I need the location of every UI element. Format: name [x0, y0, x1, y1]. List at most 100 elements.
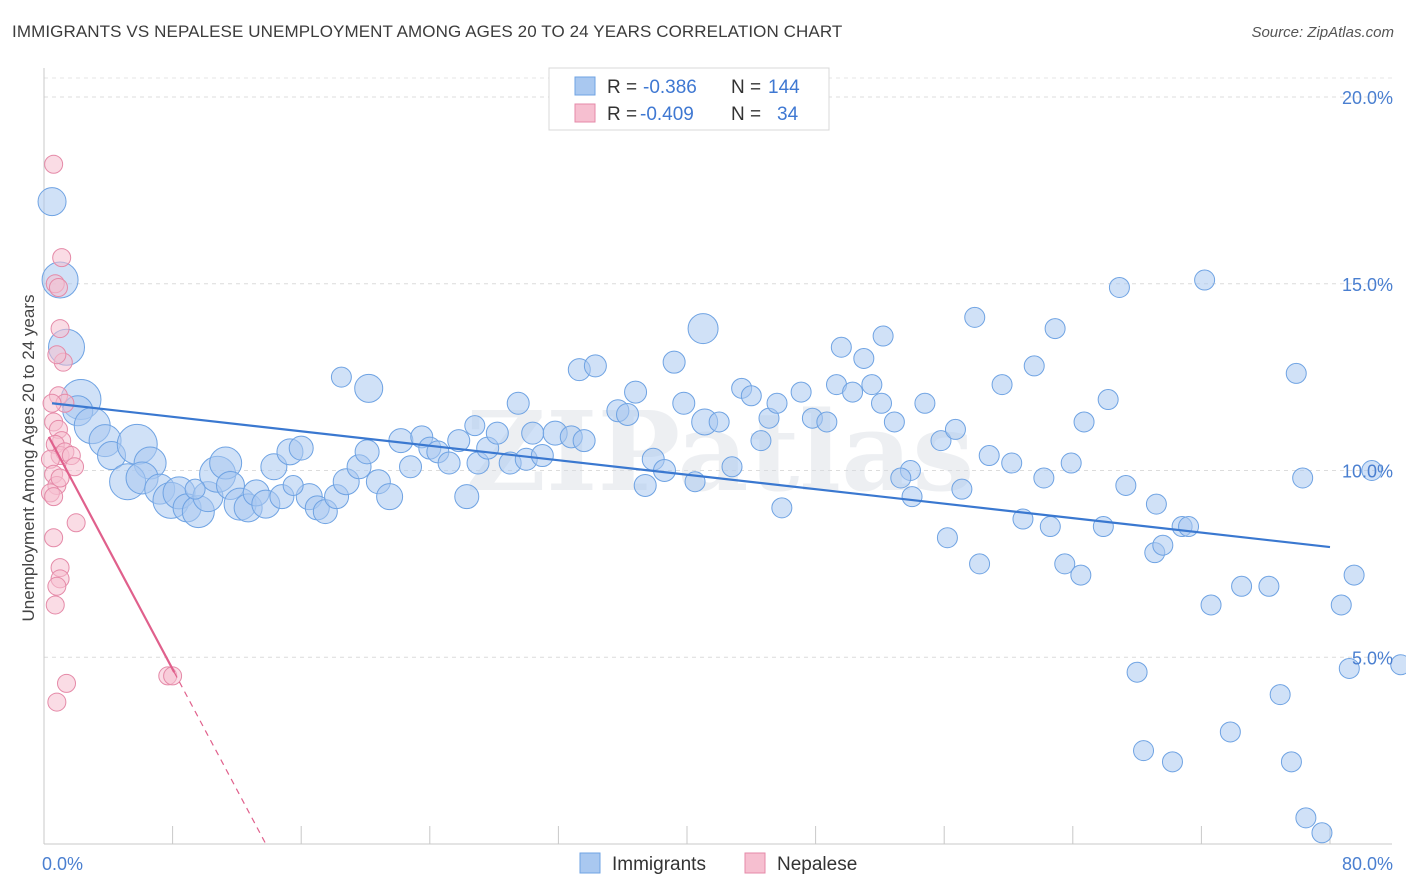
- immigrants-point-76: [766, 392, 788, 414]
- series-swatch-nepalese: [744, 852, 766, 874]
- immigrants-point-130: [1295, 807, 1317, 829]
- immigrants-point-129: [1292, 467, 1314, 489]
- y-tick-label-3: 20.0%: [1342, 88, 1393, 108]
- immigrants-point-80: [816, 411, 838, 433]
- immigrants-point-63: [633, 473, 657, 497]
- nepalese-point-25: [44, 528, 64, 548]
- immigrants-point-123: [1219, 721, 1241, 743]
- legend-swatch-nepalese: [574, 103, 596, 123]
- immigrants-point-133: [1338, 657, 1360, 679]
- immigrants-points: [37, 187, 1406, 844]
- immigrants-point-88: [883, 411, 905, 433]
- immigrants-point-120: [1178, 516, 1200, 538]
- immigrants-point-45: [447, 429, 471, 453]
- nepalese-trend-line: [47, 436, 176, 673]
- nepalese-point-4: [50, 319, 70, 339]
- immigrants-point-138: [890, 467, 912, 489]
- nepalese-point-0: [44, 154, 64, 174]
- immigrants-point-73: [740, 385, 762, 407]
- immigrants-point-51: [506, 391, 530, 415]
- immigrants-point-143: [951, 478, 973, 500]
- grid: [44, 77, 1392, 658]
- immigrants-point-90: [901, 486, 923, 508]
- immigrants-point-53: [521, 421, 545, 445]
- immigrants-point-141: [184, 478, 206, 500]
- immigrants-point-107: [1070, 564, 1092, 586]
- nepalese-point-28: [47, 576, 67, 596]
- nepalese-points: [40, 154, 183, 712]
- immigrants-point-85: [861, 374, 883, 396]
- immigrants-point-54: [530, 444, 554, 468]
- nepalese-point-6: [47, 345, 67, 365]
- immigrants-point-97: [978, 445, 1000, 467]
- trend-lines: [47, 402, 1331, 845]
- tick-labels: 5.0% 10.0% 15.0% 20.0% 0.0% 80.0%: [42, 88, 1393, 874]
- immigrants-point-121: [1194, 269, 1216, 291]
- legend-n-label-0: N =: [731, 77, 761, 98]
- y-tick-label-2: 15.0%: [1342, 275, 1393, 295]
- series-label-nepalese: Nepalese: [777, 854, 857, 875]
- immigrants-point-117: [1152, 534, 1174, 556]
- immigrants-point-110: [1097, 389, 1119, 411]
- nepalese-point-23: [44, 487, 64, 507]
- legend-r-value-0: -0.386: [643, 77, 697, 98]
- immigrants-point-106: [1060, 452, 1082, 474]
- legend-n-value-1: 34: [777, 104, 799, 125]
- immigrants-point-78: [790, 381, 812, 403]
- x-tick-label-0: 0.0%: [42, 854, 83, 874]
- immigrants-point-116: [1145, 493, 1167, 515]
- immigrants-point-87: [872, 325, 894, 347]
- immigrants-point-103: [1039, 516, 1061, 538]
- immigrants-point-105: [1054, 553, 1076, 575]
- immigrants-point-131: [1311, 822, 1333, 844]
- immigrants-point-28: [288, 435, 314, 461]
- immigrants-point-136: [1390, 654, 1406, 676]
- immigrants-point-82: [830, 336, 852, 358]
- nepalese-point-21: [50, 468, 70, 488]
- series-swatch-immigrants: [579, 852, 601, 874]
- immigrants-point-111: [1108, 276, 1130, 298]
- legend-n-label-1: N =: [731, 104, 761, 125]
- immigrants-point-92: [930, 430, 952, 452]
- immigrants-point-62: [624, 380, 648, 404]
- immigrants-point-127: [1280, 751, 1302, 773]
- immigrants-point-86: [871, 392, 893, 414]
- immigrants-point-113: [1126, 661, 1148, 683]
- immigrants-point-126: [1269, 684, 1291, 706]
- y-tick-label-1: 10.0%: [1342, 462, 1393, 482]
- y-axis-label: Unemployment Among Ages 20 to 24 years: [19, 295, 38, 622]
- immigrants-point-66: [662, 350, 686, 374]
- immigrants-point-84: [853, 347, 875, 369]
- legend-n-value-0: 144: [768, 77, 800, 98]
- immigrants-point-71: [721, 456, 743, 478]
- immigrants-point-40: [399, 455, 423, 479]
- nepalese-point-31: [47, 692, 67, 712]
- immigrants-point-108: [1073, 411, 1095, 433]
- immigrants-point-74: [750, 430, 772, 452]
- immigrants-point-83: [842, 381, 864, 403]
- correlation-legend: R = -0.386 N = 144 R = -0.409 N = 34: [548, 67, 830, 131]
- immigrants-point-94: [944, 418, 966, 440]
- immigrants-point-57: [572, 429, 596, 453]
- immigrants-point-96: [969, 553, 991, 575]
- immigrants-point-99: [1001, 452, 1023, 474]
- immigrants-point-142: [464, 415, 486, 437]
- immigrants-point-102: [1033, 467, 1055, 489]
- legend-r-value-1: -0.409: [640, 104, 694, 125]
- legend-r-label-1: R =: [607, 104, 637, 125]
- immigrants-point-112: [1115, 474, 1137, 496]
- source-label: Source: ZipAtlas.com: [1251, 24, 1394, 41]
- immigrants-point-67: [672, 391, 696, 415]
- immigrants-point-38: [354, 373, 384, 403]
- immigrants-point-128: [1285, 362, 1307, 384]
- legend-swatch-immigrants: [574, 76, 596, 96]
- immigrants-point-132: [1330, 594, 1352, 616]
- legend-r-label-0: R =: [607, 77, 637, 98]
- immigrants-point-134: [1343, 564, 1365, 586]
- immigrants-point-114: [1133, 740, 1155, 762]
- immigrants-point-49: [485, 421, 509, 445]
- immigrants-point-140: [282, 474, 304, 496]
- immigrants-point-39: [376, 483, 404, 511]
- immigrants-point-77: [771, 497, 793, 519]
